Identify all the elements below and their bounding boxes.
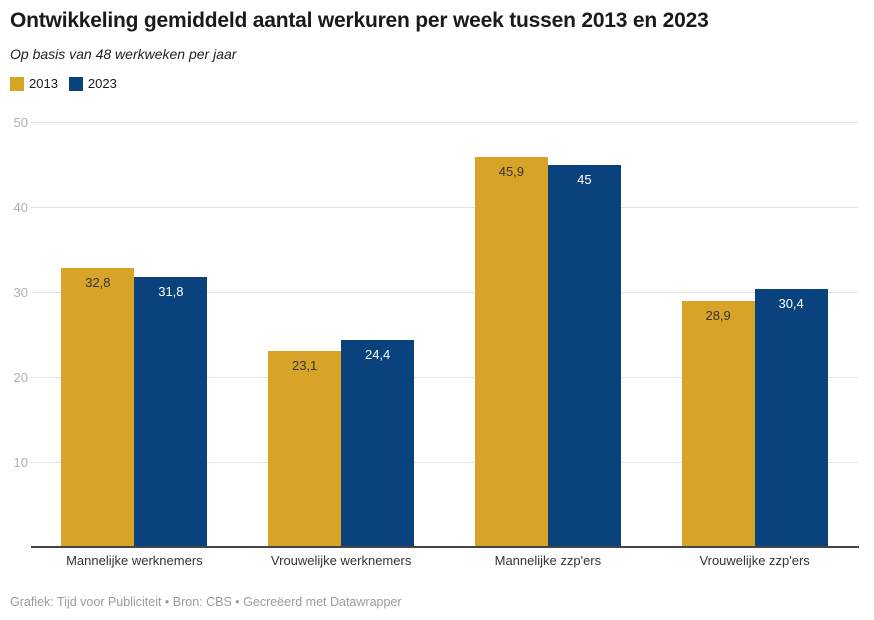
bar-2013-vrouwelijke-zzp-ers: 28,9 — [681, 301, 755, 547]
x-axis-label-vrouwelijke-zzp-ers: Vrouwelijke zzp'ers — [699, 553, 810, 568]
bar-2013-vrouwelijke-werknemers: 23,1 — [268, 350, 342, 547]
bar-value-label: 45 — [577, 171, 592, 187]
bar-value-label: 23,1 — [291, 357, 318, 373]
x-axis-baseline — [31, 546, 859, 548]
bar-2023-mannelijke-werknemers: 31,8 — [134, 276, 208, 547]
x-axis-label-vrouwelijke-werknemers: Vrouwelijke werknemers — [270, 553, 412, 568]
x-axis-label-mannelijke-zzp-ers: Mannelijke zzp'ers — [494, 553, 602, 568]
gridline-30 — [31, 292, 858, 293]
bar-value-label: 32,8 — [85, 275, 111, 291]
legend-swatch-icon — [10, 76, 24, 91]
bar-value-label: 24,4 — [364, 346, 391, 362]
y-axis-tick-40: 40 — [13, 200, 28, 215]
legend-label: 2023 — [87, 76, 117, 91]
bar-2013-mannelijke-werknemers: 32,8 — [61, 268, 135, 547]
legend-item-2013: 2013 — [10, 76, 58, 91]
bar-value-label: 28,9 — [705, 308, 731, 324]
credit-line: Grafiek: Tijd voor Publiciteit • Bron: C… — [10, 595, 402, 609]
bar-value-label: 45,9 — [498, 163, 525, 179]
legend-label: 2013 — [29, 76, 58, 91]
bar-2023-vrouwelijke-zzp-ers: 30,4 — [754, 288, 828, 547]
gridline-50 — [31, 122, 858, 123]
chart-title: Ontwikkeling gemiddeld aantal werkuren p… — [10, 9, 709, 32]
legend-swatch-icon — [68, 76, 83, 91]
legend-item-2023: 2023 — [68, 76, 117, 91]
y-axis-tick-30: 30 — [13, 285, 28, 300]
y-axis-tick-50: 50 — [13, 115, 28, 130]
gridline-10 — [31, 462, 858, 463]
gridline-20 — [31, 377, 858, 378]
category-labels: Mannelijke werknemers Vrouwelijke werknem… — [31, 553, 858, 571]
chart-subtitle: Op basis van 48 werkweken per jaar — [10, 46, 237, 62]
y-axis-tick-10: 10 — [13, 455, 28, 470]
bar-2023-vrouwelijke-werknemers: 24,4 — [341, 339, 415, 547]
bar-value-label: 30,4 — [778, 295, 804, 311]
bar-value-label: 31,8 — [158, 283, 184, 299]
gridline-40 — [31, 207, 858, 208]
legend: 2013 2023 — [10, 76, 117, 91]
plot-area: 32,8 31,8 23,1 24,4 45,9 45 28,9 30,4 — [31, 122, 858, 547]
y-axis-tick-20: 20 — [13, 370, 28, 385]
x-axis-label-mannelijke-werknemers: Mannelijke werknemers — [66, 553, 203, 568]
bar-2023-mannelijke-zzp-ers: 45 — [547, 164, 621, 547]
bar-2013-mannelijke-zzp-ers: 45,9 — [474, 156, 548, 547]
